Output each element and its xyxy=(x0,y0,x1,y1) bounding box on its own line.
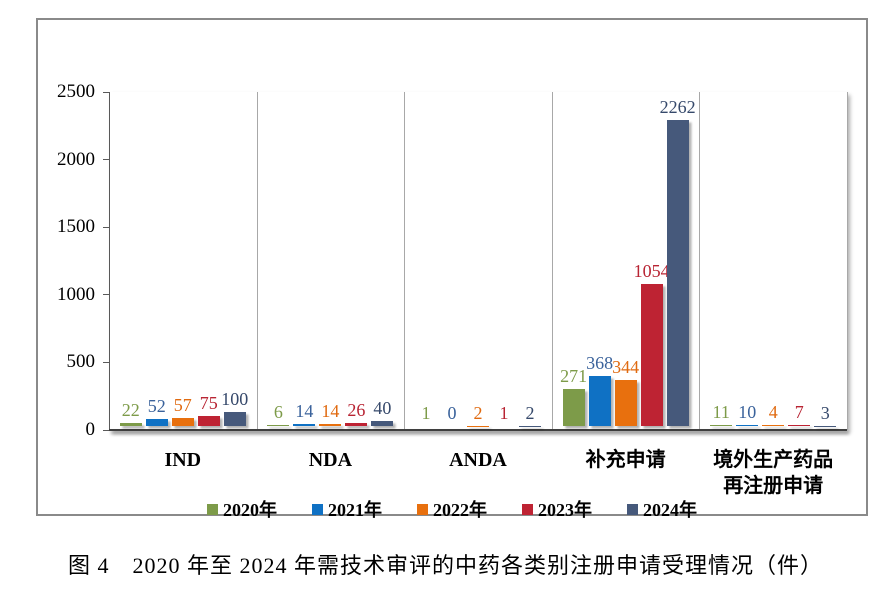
legend-swatch-icon xyxy=(417,503,428,515)
bar-value-label: 100 xyxy=(221,389,249,410)
y-axis-tick xyxy=(103,361,109,363)
bar-2022年-补充申请 xyxy=(614,379,637,426)
bar-value-label: 75 xyxy=(199,392,218,413)
chart-frame: 0 500 1000 1500 2000 2500 22 6 1 271 11 52 14 0 368 10… xyxy=(36,18,868,520)
bar-value-label: 11 xyxy=(712,401,730,422)
legend-item-2024年: 2024年 xyxy=(627,496,697,522)
bar-value-label: 52 xyxy=(147,395,166,416)
bar-2022年-IND xyxy=(171,418,194,426)
bar-value-label: 26 xyxy=(347,399,366,420)
bar-2020年-NDA xyxy=(267,425,290,426)
legend-item-2022年: 2022年 xyxy=(417,496,487,522)
bar-value-label: 1 xyxy=(421,402,431,423)
legend-swatch-icon xyxy=(312,503,323,515)
bar-value-label: 4 xyxy=(768,402,778,423)
bar-2020年-补充申请 xyxy=(562,389,585,426)
bar-value-label: 271 xyxy=(560,366,588,387)
legend-item-2020年: 2020年 xyxy=(207,496,277,522)
y-axis-line xyxy=(109,92,110,430)
category-separator-line xyxy=(699,92,701,430)
bar-value-label: 0 xyxy=(447,403,457,423)
bar-value-label: 2 xyxy=(525,402,535,423)
legend-label: 2020年 xyxy=(223,500,277,520)
y-axis-tick xyxy=(103,294,109,296)
bar-2024年-补充申请 xyxy=(666,120,689,426)
bar-2022年-境外生产药品 xyxy=(762,425,785,426)
bar-2021年-NDA xyxy=(293,424,316,426)
category-label-补充申请: 补充申请 xyxy=(585,449,666,471)
x-axis-baseline xyxy=(109,429,847,431)
bar-value-label: 2 xyxy=(473,402,483,423)
bar-2023年-境外生产药品 xyxy=(788,425,811,426)
legend-label: 2021年 xyxy=(328,500,382,520)
bar-2024年-NDA xyxy=(371,420,394,426)
y-axis-tick-label: 1500 xyxy=(57,216,95,238)
category-separator-line xyxy=(404,92,406,430)
y-axis-tick xyxy=(103,91,109,93)
y-axis-tick xyxy=(103,429,109,431)
y-axis-tick xyxy=(103,226,109,228)
bar-2021年-IND xyxy=(145,418,168,426)
bar-2023年-NDA xyxy=(345,422,368,426)
y-axis-tick-label: 2500 xyxy=(57,81,95,102)
category-separator-line xyxy=(256,92,258,430)
bar-value-label: 1 xyxy=(499,402,509,423)
category-label-ANDA: ANDA xyxy=(449,449,507,471)
y-axis-tick-label: 0 xyxy=(85,419,96,440)
bar-2020年-境外生产药品 xyxy=(710,424,733,426)
bar-value-label: 1054 xyxy=(633,260,670,281)
bar-value-label: 6 xyxy=(273,402,283,423)
bar-2022年-NDA xyxy=(319,424,342,426)
legend-label: 2024年 xyxy=(643,500,697,520)
bar-value-label: 22 xyxy=(121,400,140,421)
bar-value-label: 368 xyxy=(586,353,614,374)
y-axis-tick-label: 500 xyxy=(66,351,96,373)
legend-label: 2023年 xyxy=(538,500,592,520)
legend-swatch-icon xyxy=(522,503,533,515)
bar-value-label: 7 xyxy=(794,402,804,423)
legend-item-2021年: 2021年 xyxy=(312,496,382,522)
bar-value-label: 57 xyxy=(173,395,192,416)
legend-label: 2022年 xyxy=(433,500,487,520)
bar-2023年-补充申请 xyxy=(640,283,663,426)
legend-swatch-icon xyxy=(207,503,218,515)
plot-area xyxy=(109,92,847,430)
legend-item-2023年: 2023年 xyxy=(522,496,592,522)
bar-value-label: 40 xyxy=(373,397,392,418)
category-label-境外生产药品: 境外生产药品 再注册申请 xyxy=(713,449,834,497)
bar-value-label: 2262 xyxy=(659,97,696,118)
y-axis-tick-label: 2000 xyxy=(57,148,95,170)
y-axis-tick xyxy=(103,159,109,161)
bar-2024年-IND xyxy=(223,412,246,426)
category-separator-line xyxy=(847,92,848,430)
bar-2021年-补充申请 xyxy=(588,376,611,426)
bar-2023年-IND xyxy=(197,415,220,426)
bar-value-label: 14 xyxy=(321,401,340,422)
figure-caption: 图 4 2020 年至 2024 年需技术审评的中药各类别注册申请受理情况（件） xyxy=(67,553,823,578)
category-separator-line xyxy=(551,92,553,430)
bar-value-label: 10 xyxy=(738,401,757,422)
legend-swatch-icon xyxy=(627,503,638,515)
bar-value-label: 14 xyxy=(295,401,314,422)
bar-2020年-IND xyxy=(119,423,142,426)
bar-value-label: 3 xyxy=(820,402,830,423)
category-label-IND: IND xyxy=(164,449,202,471)
bar-2021年-境外生产药品 xyxy=(736,424,759,426)
legend: 2020年 2021年 2022年 2023年 2024年 xyxy=(38,496,866,522)
category-label-NDA: NDA xyxy=(308,449,353,471)
bar-value-label: 344 xyxy=(612,356,640,377)
y-axis-tick-label: 1000 xyxy=(57,283,95,305)
